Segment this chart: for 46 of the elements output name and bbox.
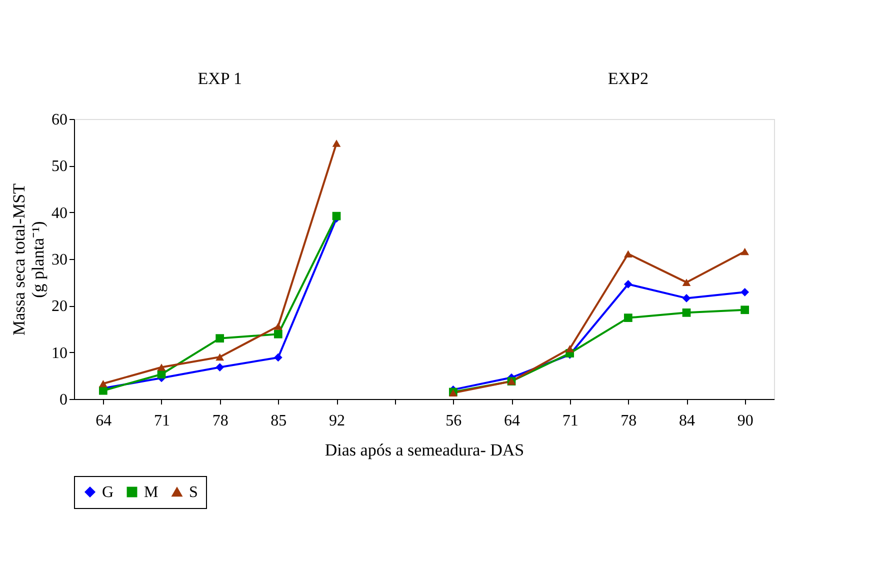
point [740,248,750,256]
text: EXP2 [608,69,648,88]
x-tick-label: 92 [329,412,345,430]
point [624,280,632,288]
point [157,364,166,371]
text: EXP 1 [198,69,242,88]
point [682,278,691,286]
x-tick-label: 56 [446,412,462,430]
legend-label: M [144,484,158,501]
point [274,353,282,362]
y-tick-label: 50 [52,158,68,176]
x-tick-label: 71 [562,412,578,430]
point [216,363,224,372]
x-tick-label: 64 [96,412,112,430]
point [740,306,750,314]
point [332,212,341,220]
point [566,344,574,352]
x-tick-label: 78 [212,412,228,430]
y-tick-label: 20 [52,298,68,316]
x-tick-label: 85 [270,412,287,430]
point [216,334,224,343]
point [98,386,108,395]
y-axis-title: Massa seca total-MST (g planta⁻¹) [10,182,48,336]
point [332,140,341,147]
point [682,308,691,317]
y-tick-label: 60 [52,112,68,128]
point [274,322,282,330]
x-tick-label: 71 [154,412,170,430]
point [216,353,224,361]
point [624,250,632,258]
y-tick-label: 10 [52,344,68,362]
x-tick-label: 84 [679,412,695,430]
x-axis-title: Dias após a semeadura- DAS [324,440,524,460]
y-tick-label: 30 [52,252,68,268]
point [274,330,282,338]
point [98,380,108,388]
x-tick-label: 90 [737,412,754,430]
legend-label: S [189,484,198,501]
x-tick-label: 78 [620,412,637,430]
y-tick-label: 0 [60,392,68,408]
point [740,288,750,296]
y-tick-label: 40 [52,204,68,222]
point [624,314,632,322]
legend-label: G [102,484,114,501]
point [682,294,691,302]
x-tick-label: 64 [504,412,520,430]
